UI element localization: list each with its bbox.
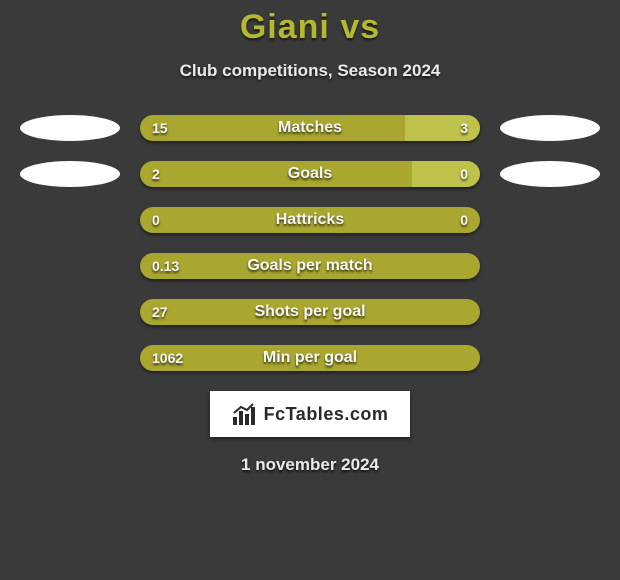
stat-bar: Matches153	[140, 115, 480, 141]
stat-bar: Hattricks00	[140, 207, 480, 233]
stat-row: Min per goal1062	[0, 345, 620, 371]
segment-left	[140, 299, 480, 325]
stat-bar: Goals per match0.13	[140, 253, 480, 279]
avatar-right	[500, 115, 600, 141]
stat-bar: Shots per goal27	[140, 299, 480, 325]
stat-row: Shots per goal27	[0, 299, 620, 325]
segment-left	[140, 161, 412, 187]
brand-text: FcTables.com	[264, 404, 389, 425]
segment-left	[140, 115, 405, 141]
segment-right	[405, 115, 480, 141]
segment-left	[140, 207, 480, 233]
avatar-left	[20, 161, 120, 187]
segment-left	[140, 345, 480, 371]
comparison-rows: Matches153 Goals20 Hattricks00 Goals per ma…	[0, 115, 620, 371]
stat-row: Hattricks00	[0, 207, 620, 233]
date-label: 1 november 2024	[0, 455, 620, 475]
subtitle: Club competitions, Season 2024	[0, 61, 620, 81]
avatar-left	[20, 115, 120, 141]
page-title: Giani vs	[0, 0, 620, 47]
brand-badge: FcTables.com	[210, 391, 410, 437]
stat-row: Goals20	[0, 161, 620, 187]
stat-bar: Goals20	[140, 161, 480, 187]
stat-row: Goals per match0.13	[0, 253, 620, 279]
stat-row: Matches153	[0, 115, 620, 141]
avatar-right	[500, 161, 600, 187]
segment-left	[140, 253, 480, 279]
bar-chart-icon	[232, 403, 258, 425]
stat-bar: Min per goal1062	[140, 345, 480, 371]
segment-right	[412, 161, 480, 187]
